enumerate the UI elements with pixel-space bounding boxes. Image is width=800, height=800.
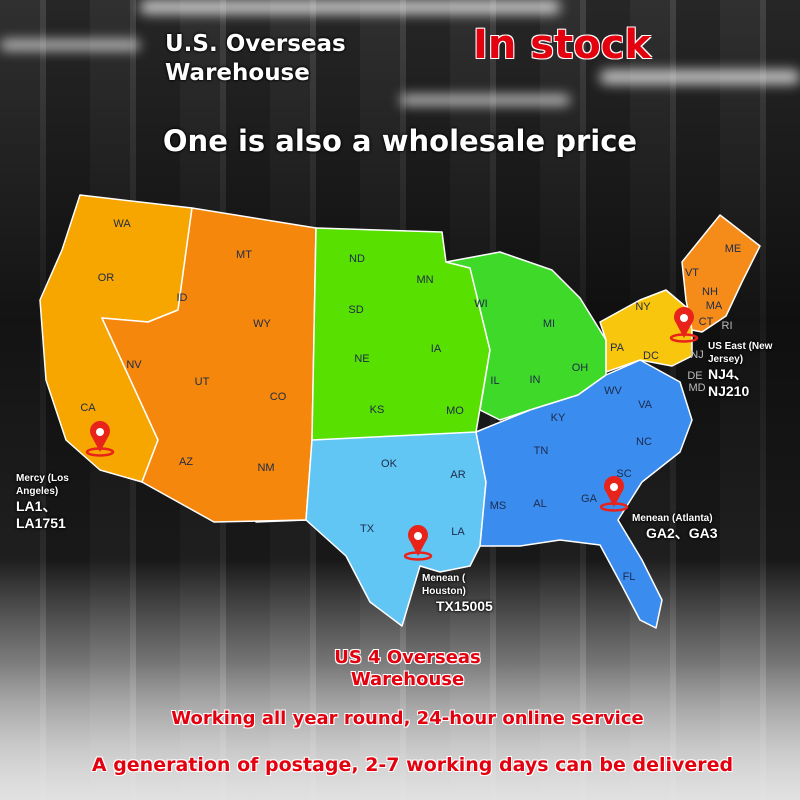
warehouse-codes: GA2、GA3	[646, 525, 718, 541]
warehouse-codes: TX15005	[436, 598, 493, 614]
warehouse-name: US East (New Jersey)	[708, 341, 773, 365]
ceiling-light	[0, 40, 140, 50]
state-label-la: LA	[451, 526, 465, 538]
state-label-al: AL	[533, 498, 547, 510]
warehouse-name: Menean ( Houston)	[422, 573, 466, 597]
ceiling-light	[600, 70, 800, 84]
state-label-az: AZ	[178, 456, 194, 468]
state-label-wa: WA	[113, 218, 131, 230]
state-label-mt: MT	[236, 249, 252, 261]
state-label-ar: AR	[450, 469, 466, 481]
state-label-dc: DC	[643, 350, 659, 362]
location-pin-icon	[403, 525, 433, 561]
state-label-il: IL	[490, 375, 500, 387]
warehouse-new-jersey: US East (New Jersey) NJ4、NJ210	[708, 340, 788, 400]
state-label-wy: WY	[253, 318, 271, 330]
state-label-nd: ND	[349, 253, 365, 265]
warehouse-name: Mercy (Los Angeles)	[16, 473, 69, 497]
state-label-mn: MN	[416, 274, 434, 286]
location-pin-icon	[599, 475, 629, 512]
state-label-tn: TN	[533, 445, 549, 457]
warehouse-codes: NJ4、NJ210	[708, 366, 750, 399]
state-label-pa: PA	[610, 342, 624, 354]
state-label-wv: WV	[604, 385, 622, 397]
state-label-mo: MO	[446, 405, 464, 417]
state-label-oh: OH	[571, 362, 589, 374]
service-text: Working all year round, 24-hour online s…	[171, 708, 644, 729]
warehouse-count-line2: Warehouse	[350, 669, 465, 690]
state-label-ri: RI	[721, 320, 733, 332]
state-label-or: OR	[97, 272, 115, 284]
state-label-ga: GA	[581, 493, 597, 505]
state-label-ok: OK	[381, 458, 397, 470]
location-pin-icon	[669, 307, 699, 343]
state-label-in: IN	[529, 374, 541, 386]
warehouse-count: US 4 Overseas	[334, 647, 481, 668]
state-label-sd: SD	[348, 304, 364, 316]
delivery-text: A generation of postage, 2-7 working day…	[91, 754, 734, 776]
state-label-de: DE	[687, 370, 703, 382]
state-label-id: ID	[176, 292, 188, 304]
state-label-sc: SC	[616, 468, 632, 480]
state-label-nc: NC	[636, 436, 652, 448]
state-label-fl: FL	[622, 571, 636, 583]
location-pin-icon	[85, 421, 115, 457]
warehouse-atlanta: Menean (Atlanta) GA2、GA3	[632, 512, 742, 542]
state-label-ct: CT	[698, 316, 714, 328]
state-label-ia: IA	[430, 343, 442, 355]
state-label-co: CO	[269, 391, 287, 403]
state-label-ne: NE	[354, 353, 370, 365]
warehouse-codes: LA1、LA1751	[16, 498, 66, 531]
title: U.S. Overseas Warehouse	[165, 31, 346, 86]
ceiling-light	[140, 0, 560, 14]
state-label-va: VA	[638, 399, 652, 411]
state-label-ny: NY	[635, 301, 651, 313]
state-label-ma: MA	[705, 300, 723, 312]
state-label-ut: UT	[194, 376, 210, 388]
state-label-me: ME	[724, 243, 742, 255]
state-label-ca: CA	[80, 402, 96, 414]
state-label-ky: KY	[550, 412, 566, 424]
warehouse-la: Mercy (Los Angeles) LA1、LA1751	[16, 472, 96, 532]
state-label-md: MD	[688, 382, 706, 394]
region-northeast	[599, 289, 693, 373]
warehouse-name: Menean (Atlanta)	[632, 513, 713, 524]
ceiling-light	[400, 95, 570, 105]
state-label-mi: MI	[542, 318, 556, 330]
state-label-wi: WI	[474, 298, 488, 310]
state-label-ks: KS	[369, 404, 385, 416]
state-label-vt: VT	[684, 267, 700, 279]
state-label-ms: MS	[489, 500, 507, 512]
state-label-nh: NH	[702, 286, 718, 298]
state-label-nv: NV	[126, 359, 142, 371]
warehouse-houston: Menean ( Houston) TX15005	[422, 572, 493, 615]
state-label-tx: TX	[359, 523, 375, 535]
in-stock-label: In stock	[473, 22, 652, 68]
region-southeast	[475, 359, 693, 629]
subtitle: One is also a wholesale price	[162, 124, 638, 158]
state-label-nm: NM	[257, 462, 275, 474]
state-label-nj: NJ	[690, 349, 704, 361]
